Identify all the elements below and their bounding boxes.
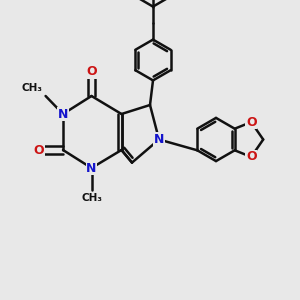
Text: O: O xyxy=(246,150,256,164)
Text: O: O xyxy=(246,116,256,129)
Text: O: O xyxy=(34,143,44,157)
Text: N: N xyxy=(154,133,164,146)
Text: N: N xyxy=(58,107,68,121)
Text: O: O xyxy=(86,65,97,78)
Text: CH₃: CH₃ xyxy=(22,83,43,93)
Text: CH₃: CH₃ xyxy=(81,193,102,202)
Text: N: N xyxy=(86,161,97,175)
